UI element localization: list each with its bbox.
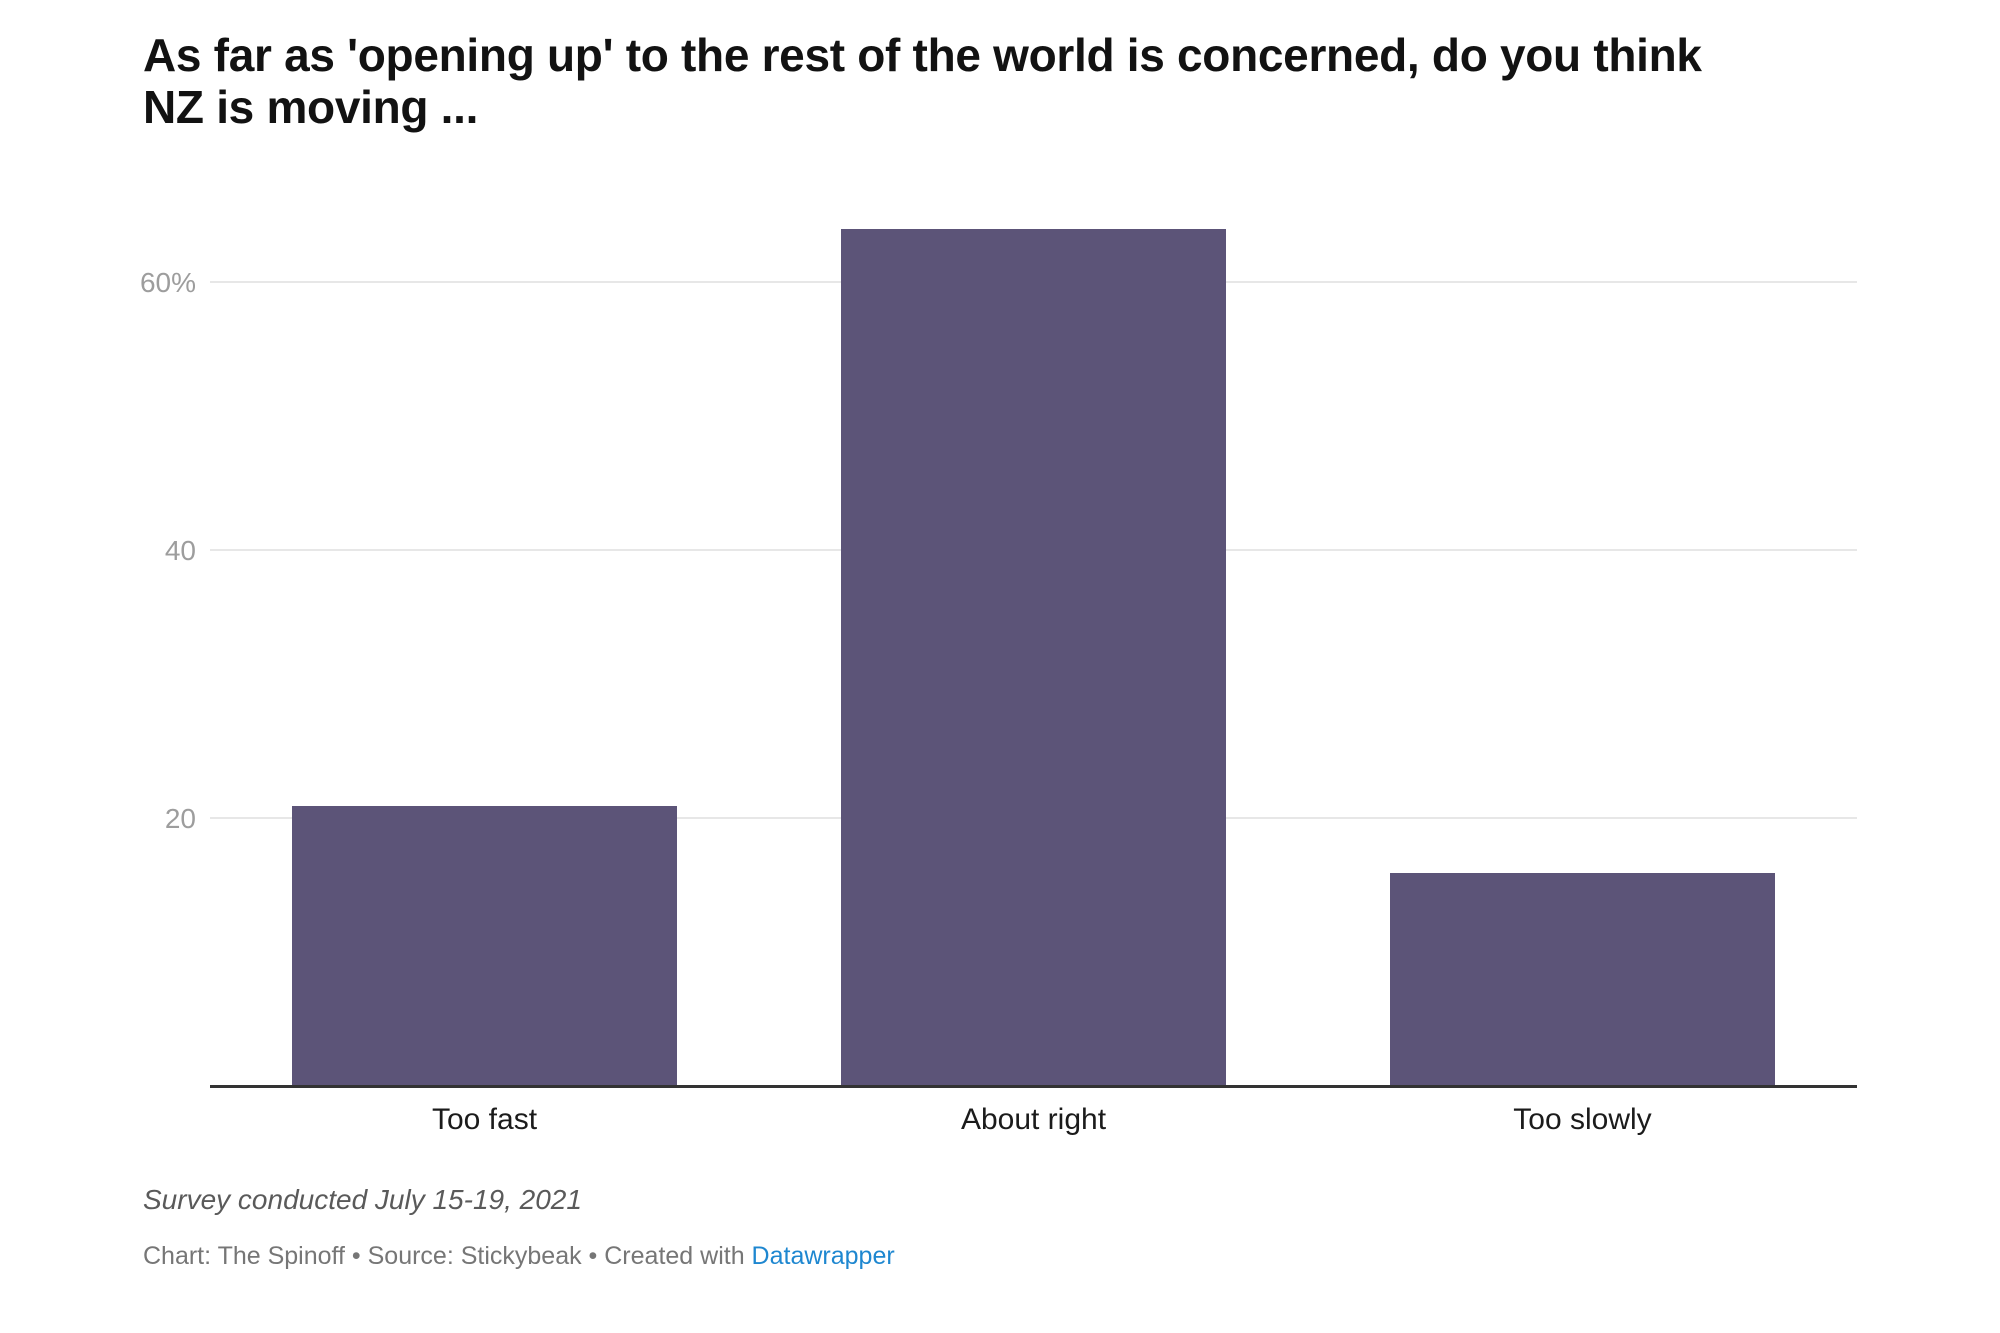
x-axis-line (210, 1085, 1857, 1088)
x-axis-label-too-slowly: Too slowly (1513, 1103, 1652, 1136)
x-axis-label-about-right: About right (960, 1103, 1107, 1136)
survey-note: Survey conducted July 15-19, 2021 (143, 1184, 582, 1215)
y-tick-label-60: 60% (139, 267, 196, 299)
attribution-text: Chart: The Spinoff • Source: Stickybeak … (143, 1242, 752, 1270)
bar-too-slowly (1389, 872, 1776, 1087)
datawrapper-link[interactable]: Datawrapper (751, 1242, 895, 1270)
y-tick-label-40: 40 (164, 535, 196, 567)
bar-too-fast (291, 805, 678, 1087)
attribution-line: Chart: The Spinoff • Source: Stickybeak … (143, 1242, 895, 1271)
chart-title: As far as 'opening up' to the rest of th… (143, 29, 1702, 133)
y-tick-label-20: 20 (164, 803, 196, 835)
bar-about-right (840, 229, 1227, 1087)
x-axis-label-too-fast: Too fast (431, 1103, 538, 1136)
plot-area: 20 40 60% Too fast About right Too slowly (140, 225, 1857, 1136)
